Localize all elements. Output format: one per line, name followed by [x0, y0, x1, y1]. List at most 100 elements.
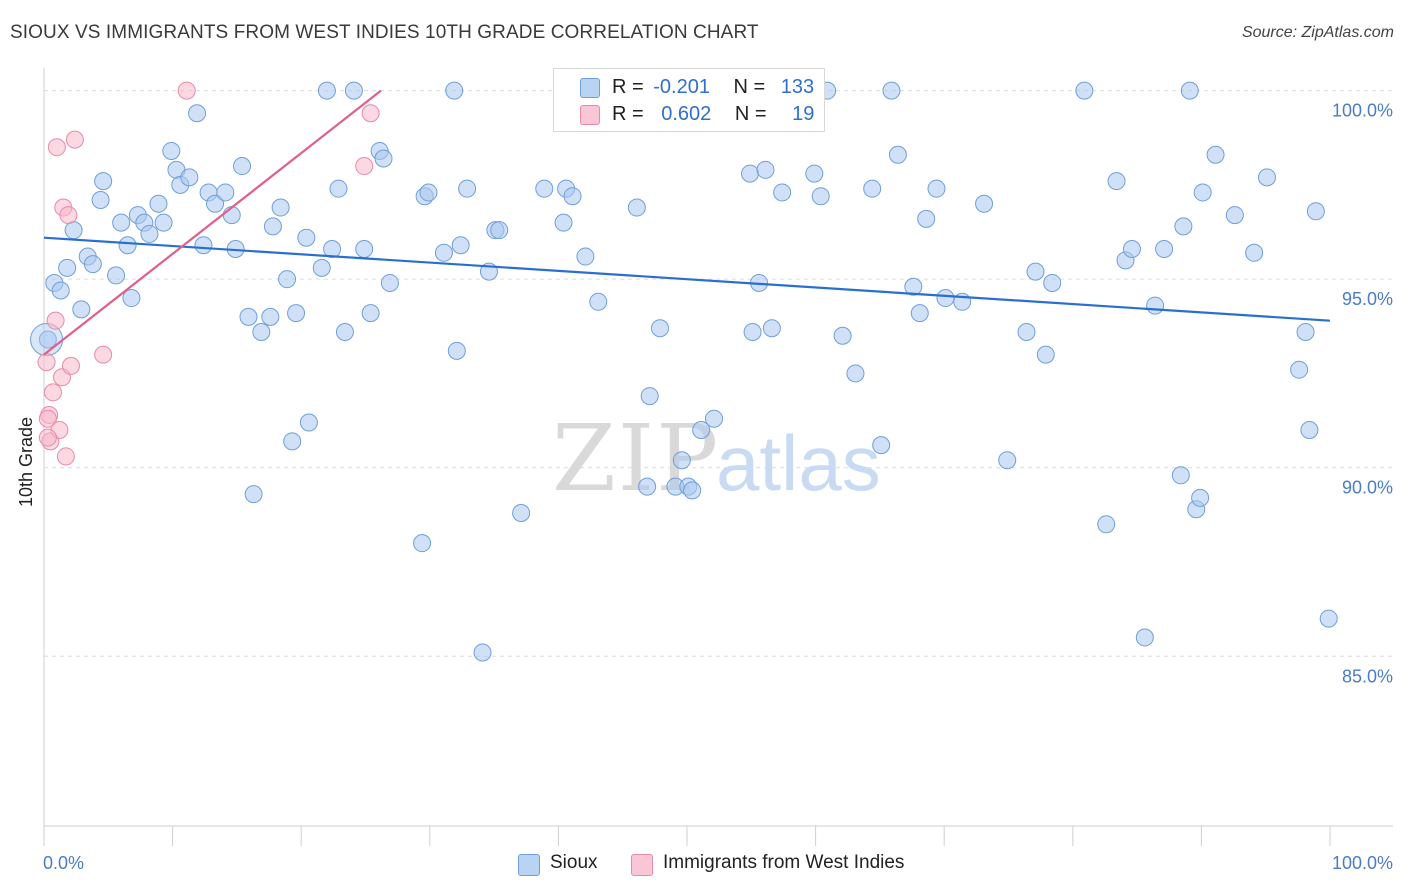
sioux-point [975, 194, 994, 213]
watermark-atlas: atlas [716, 419, 881, 507]
sioux-point [741, 164, 760, 183]
west-indies-point [44, 383, 63, 402]
sioux-point [1290, 360, 1309, 379]
sioux-point [1097, 515, 1116, 534]
sioux-point [297, 228, 316, 247]
sioux-point [576, 247, 595, 266]
sioux-point [1107, 172, 1126, 191]
grid-lines [44, 90, 1393, 657]
sioux-point [287, 304, 306, 323]
west-indies-point [38, 409, 57, 428]
sioux-point [91, 190, 110, 209]
sioux-point [162, 141, 181, 160]
correlation-legend: R = -0.201 N = 133 R = 0.602 N = 19 [553, 68, 825, 132]
sioux-point [1171, 466, 1190, 485]
sioux-point [451, 236, 470, 255]
sioux-point [692, 421, 711, 440]
sioux-point [1026, 262, 1045, 281]
sioux-point [94, 172, 113, 191]
sioux-point [222, 206, 241, 225]
sioux-point [317, 81, 336, 100]
legend-wi-r-label: R = [612, 103, 644, 125]
sioux-point [244, 485, 263, 504]
sioux-point [1122, 240, 1141, 259]
legend-sioux-r-value: -0.201 [653, 76, 710, 98]
sioux-point [910, 304, 929, 323]
sioux-point [917, 209, 936, 228]
sioux-point [1319, 609, 1338, 628]
y-tick-label: 100.0% [1332, 101, 1393, 121]
sioux-point [72, 300, 91, 319]
west-indies-legend-icon [631, 854, 653, 876]
sioux-point [863, 179, 882, 198]
trend-lines [43, 89, 1331, 356]
sioux-point [811, 187, 830, 206]
sioux-point [112, 213, 131, 232]
sioux-point [122, 289, 141, 308]
sioux-point [936, 289, 955, 308]
sioux-point [118, 236, 137, 255]
sioux-point [589, 292, 608, 311]
sioux-point [872, 436, 891, 455]
legend-wi-n-label: N = [734, 103, 767, 125]
sioux-point [1146, 296, 1165, 315]
sioux-point [261, 307, 280, 326]
sioux-point [1155, 240, 1174, 259]
sioux-point [271, 198, 290, 217]
sioux-point [904, 277, 923, 296]
sioux-point [180, 168, 199, 187]
sioux-point [535, 179, 554, 198]
sioux-point [998, 451, 1017, 470]
sioux-point [64, 221, 83, 240]
west-indies-trend-line [43, 89, 382, 356]
legend-west-indies-label: Immigrants from West Indies [663, 852, 905, 873]
sioux-point [413, 534, 432, 553]
sioux-point [51, 281, 70, 300]
sioux-point [344, 81, 363, 100]
sioux-point [1206, 145, 1225, 164]
west-indies-point [177, 81, 196, 100]
west-indies-point [94, 345, 113, 364]
west-indies-swatch-icon [580, 105, 600, 125]
sioux-point [888, 145, 907, 164]
legend-sioux-n-value: 133 [780, 76, 815, 98]
sioux-point [762, 319, 781, 338]
sioux-point [743, 322, 762, 341]
y-tick-label: 90.0% [1342, 478, 1393, 498]
west-indies-point [46, 311, 65, 330]
sioux-point [1036, 345, 1055, 364]
sioux-point [927, 179, 946, 198]
sioux-point [705, 409, 724, 428]
sioux-point [672, 451, 691, 470]
legend-wi-n-value: 19 [792, 103, 815, 125]
sioux-point [683, 481, 702, 500]
sioux-point [627, 198, 646, 217]
west-indies-point [59, 206, 78, 225]
sioux-point [473, 643, 492, 662]
sioux-point [283, 432, 302, 451]
sioux-point [1300, 421, 1319, 440]
sioux-point [805, 164, 824, 183]
sioux-point [355, 240, 374, 259]
sioux-point [1043, 273, 1062, 292]
sioux-point [1306, 202, 1325, 221]
west-indies-points [37, 81, 380, 466]
sioux-point [773, 183, 792, 202]
y-tick-label: 95.0% [1342, 289, 1393, 309]
sioux-point [638, 477, 657, 496]
sioux-point [434, 243, 453, 262]
sioux-point [1174, 217, 1193, 236]
sioux-swatch-icon [580, 78, 600, 98]
sioux-point [554, 213, 573, 232]
sioux-point [882, 81, 901, 100]
sioux-point [154, 213, 173, 232]
sioux-point [1135, 628, 1154, 647]
sioux-point [1257, 168, 1276, 187]
sioux-point [206, 194, 225, 213]
sioux-point [1225, 206, 1244, 225]
sioux-point [188, 104, 207, 123]
west-indies-point [62, 356, 81, 375]
sioux-point [490, 221, 509, 240]
x-tick-min: 0.0% [43, 853, 84, 873]
